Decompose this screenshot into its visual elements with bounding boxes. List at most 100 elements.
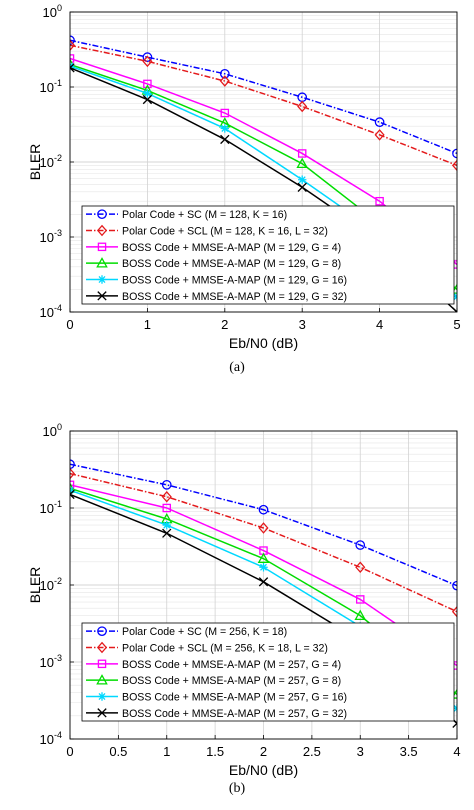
legend-box (81, 205, 455, 305)
legend: Polar Code + SC (M = 256, K = 18) Polar C… (81, 622, 455, 722)
series-2 (70, 39, 457, 172)
data-point (162, 520, 171, 530)
data-point (451, 159, 457, 172)
x-tick-label: 0.5 (109, 744, 127, 759)
data-point (297, 149, 307, 158)
x-axis-label: Eb/N0 (dB) (229, 762, 298, 778)
x-tick-label: 0 (66, 744, 73, 759)
data-point (258, 522, 269, 534)
x-tick-label: 1.5 (206, 744, 224, 759)
legend-label: Polar Code + SCL (M = 256, K = 18, L = 3… (122, 643, 328, 655)
data-point (142, 94, 153, 105)
legend-marker (97, 626, 107, 637)
data-point (451, 283, 457, 294)
legend-entry: BOSS Code + MMSE-A-MAP (M = 129, G = 4) (86, 242, 341, 254)
data-point (354, 609, 367, 620)
legend-marker (97, 242, 107, 252)
legend-marker (97, 708, 107, 718)
legend-label: BOSS Code + MMSE-A-MAP (M = 257, G = 16) (122, 692, 347, 704)
y-tick-label: 10-3 (40, 653, 62, 670)
data-point (142, 52, 153, 63)
data-point (451, 605, 457, 618)
x-tick-label: 5 (453, 317, 460, 332)
data-point (451, 688, 457, 699)
legend: Polar Code + SC (M = 128, K = 16) Polar C… (81, 205, 455, 305)
legend-entry: Polar Code + SC (M = 128, K = 16) (86, 209, 287, 221)
data-point (258, 504, 269, 515)
axes-frame (69, 430, 458, 740)
caption-a: (a) (229, 360, 245, 375)
data-point (375, 196, 384, 206)
legend-label: BOSS Code + MMSE-A-MAP (M = 129, G = 8) (122, 258, 341, 270)
legend-entry: BOSS Code + MMSE-A-MAP (M = 129, G = 16) (86, 275, 347, 287)
y-tick-label: 100 (43, 3, 62, 20)
x-tick-label: 0 (66, 317, 73, 332)
legend-label: BOSS Code + MMSE-A-MAP (M = 257, G = 32) (122, 708, 347, 720)
data-point (297, 182, 307, 192)
data-point (143, 89, 152, 98)
y-tick-label: 10-4 (40, 730, 62, 747)
y-axis-label: BLER (27, 144, 43, 181)
legend-entry: Polar Code + SCL (M = 256, K = 18, L = 3… (86, 641, 328, 655)
legend-label: Polar Code + SC (M = 256, K = 18) (122, 626, 287, 638)
data-point (219, 68, 230, 79)
x-tick-label: 1 (144, 317, 151, 332)
data-point (452, 307, 457, 312)
y-axis-label: BLER (27, 567, 43, 604)
x-axis-label: Eb/N0 (dB) (229, 335, 298, 351)
data-point (143, 79, 152, 89)
x-tick-label: 3 (357, 744, 364, 759)
data-point (70, 63, 75, 73)
y-tick-label: 10-1 (40, 78, 62, 95)
legend-entry: BOSS Code + MMSE-A-MAP (M = 257, G = 8) (86, 674, 341, 687)
legend-marker (96, 224, 108, 237)
legend-label: BOSS Code + MMSE-A-MAP (M = 129, G = 32) (122, 291, 347, 303)
data-point (162, 503, 171, 513)
legend-marker (97, 275, 107, 284)
legend-marker (96, 674, 108, 685)
legend-label: BOSS Code + MMSE-A-MAP (M = 129, G = 4) (122, 242, 341, 254)
x-tick-label: 3 (299, 317, 306, 332)
data-point (355, 561, 366, 574)
legend-entry: Polar Code + SCL (M = 128, K = 16, L = 3… (86, 224, 328, 238)
series-line (70, 39, 457, 155)
series-line (70, 463, 457, 587)
data-point (355, 540, 366, 550)
series-line (70, 472, 457, 613)
data-point (258, 577, 269, 587)
data-point (374, 129, 385, 141)
legend-marker (97, 209, 107, 220)
data-point (355, 595, 365, 604)
data-point (70, 489, 75, 500)
legend-marker (97, 291, 107, 301)
x-tick-label: 2 (221, 317, 228, 332)
legend-marker (97, 659, 107, 669)
series-line (70, 44, 457, 167)
data-point (298, 175, 307, 184)
data-point (296, 157, 309, 169)
y-tick-label: 10-4 (40, 303, 62, 320)
y-tick-label: 10-1 (40, 499, 62, 516)
legend-label: BOSS Code + MMSE-A-MAP (M = 257, G = 8) (122, 675, 341, 687)
data-point (220, 108, 230, 118)
legend-entry: Polar Code + SC (M = 256, K = 18) (86, 626, 287, 638)
x-tick-label: 2 (260, 744, 267, 759)
legend-marker (96, 641, 108, 654)
x-tick-label: 4 (376, 317, 383, 332)
data-point (161, 490, 172, 503)
legend-entry: BOSS Code + MMSE-A-MAP (M = 129, G = 32) (86, 291, 347, 303)
axes-frame (69, 11, 458, 313)
data-point (259, 563, 268, 572)
x-tick-label: 1 (163, 744, 170, 759)
y-tick-label: 10-3 (40, 228, 62, 245)
legend-label: Polar Code + SCL (M = 128, K = 16, L = 3… (122, 226, 328, 238)
x-tick-label: 4 (453, 744, 460, 759)
legend-entry: BOSS Code + MMSE-A-MAP (M = 257, G = 4) (86, 659, 341, 671)
x-tick-label: 2.5 (303, 744, 321, 759)
x-tick-label: 3.5 (400, 744, 418, 759)
data-point (70, 39, 76, 52)
data-point (161, 479, 172, 490)
data-point (257, 552, 270, 563)
